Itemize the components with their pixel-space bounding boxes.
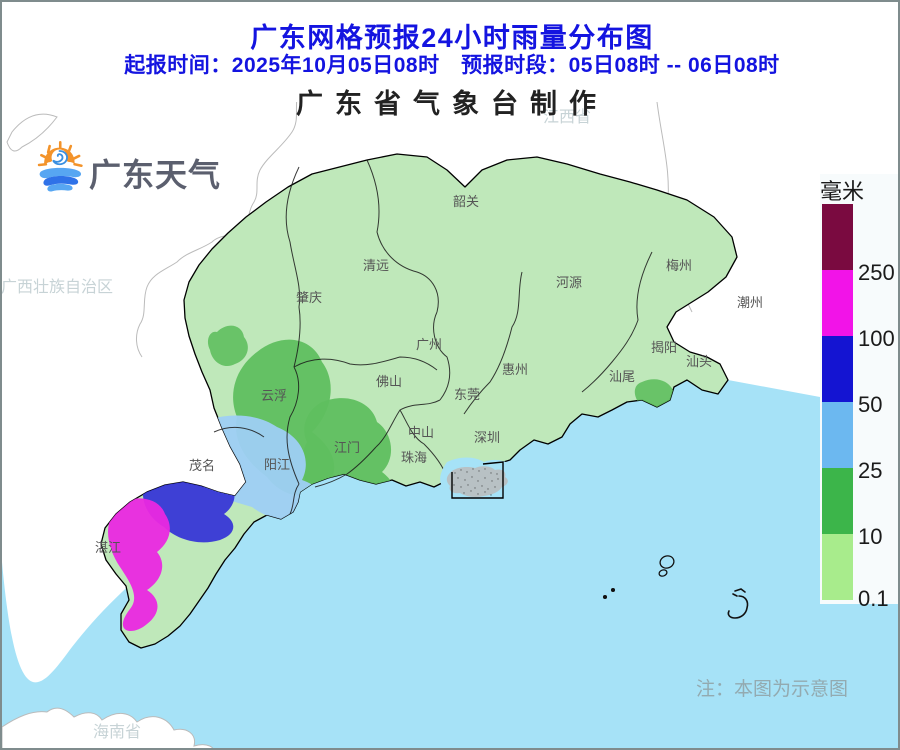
svg-text:湛江: 湛江	[95, 540, 121, 555]
svg-text:佛山: 佛山	[376, 374, 402, 389]
svg-text:惠州: 惠州	[502, 362, 528, 377]
svg-text:广州: 广州	[416, 337, 442, 352]
svg-text:梅州: 梅州	[666, 258, 692, 273]
svg-text:深圳: 深圳	[474, 430, 500, 445]
svg-text:肇庆: 肇庆	[296, 290, 322, 305]
svg-text:潮州: 潮州	[737, 295, 763, 310]
svg-text:珠海: 珠海	[401, 450, 427, 465]
svg-text:韶关: 韶关	[453, 194, 479, 209]
svg-text:清远: 清远	[363, 258, 389, 273]
svg-text:揭阳: 揭阳	[651, 340, 677, 355]
svg-text:河源: 河源	[556, 275, 582, 290]
svg-text:中山: 中山	[408, 425, 434, 440]
svg-text:东莞: 东莞	[454, 387, 480, 402]
svg-text:海南省: 海南省	[93, 723, 141, 741]
svg-text:江门: 江门	[334, 440, 360, 455]
svg-text:汕头: 汕头	[686, 354, 712, 369]
svg-text:茂名: 茂名	[189, 458, 215, 473]
svg-text:阳江: 阳江	[264, 457, 290, 472]
svg-text:注：本图为示意图: 注：本图为示意图	[696, 678, 848, 700]
svg-text:云浮: 云浮	[261, 388, 287, 403]
svg-text:广西壮族自治区: 广西壮族自治区	[2, 278, 113, 296]
svg-text:汕尾: 汕尾	[609, 369, 635, 384]
